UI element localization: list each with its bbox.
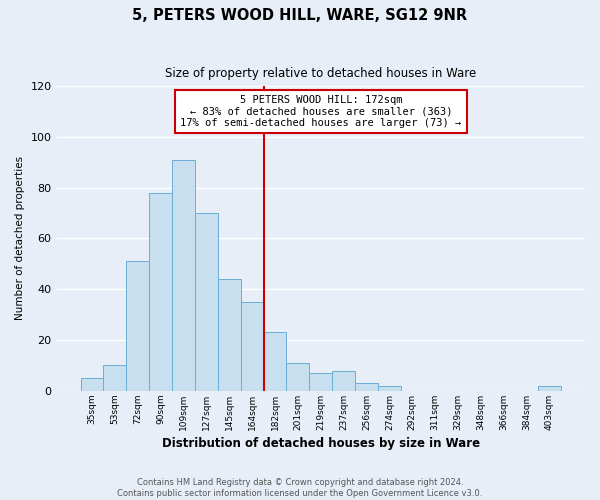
Bar: [286, 363, 310, 391]
Bar: [172, 160, 195, 391]
Bar: [149, 192, 172, 391]
Text: Contains HM Land Registry data © Crown copyright and database right 2024.
Contai: Contains HM Land Registry data © Crown c…: [118, 478, 482, 498]
Bar: [241, 302, 263, 391]
Bar: [310, 373, 332, 391]
Bar: [378, 386, 401, 391]
Bar: [218, 279, 241, 391]
Title: Size of property relative to detached houses in Ware: Size of property relative to detached ho…: [165, 68, 476, 80]
Bar: [538, 386, 561, 391]
Bar: [195, 213, 218, 391]
Bar: [355, 384, 378, 391]
X-axis label: Distribution of detached houses by size in Ware: Distribution of detached houses by size …: [162, 437, 480, 450]
Bar: [263, 332, 286, 391]
Bar: [127, 261, 149, 391]
Y-axis label: Number of detached properties: Number of detached properties: [15, 156, 25, 320]
Text: 5 PETERS WOOD HILL: 172sqm
← 83% of detached houses are smaller (363)
17% of sem: 5 PETERS WOOD HILL: 172sqm ← 83% of deta…: [180, 95, 461, 128]
Bar: [80, 378, 103, 391]
Bar: [332, 370, 355, 391]
Text: 5, PETERS WOOD HILL, WARE, SG12 9NR: 5, PETERS WOOD HILL, WARE, SG12 9NR: [133, 8, 467, 22]
Bar: [103, 366, 127, 391]
